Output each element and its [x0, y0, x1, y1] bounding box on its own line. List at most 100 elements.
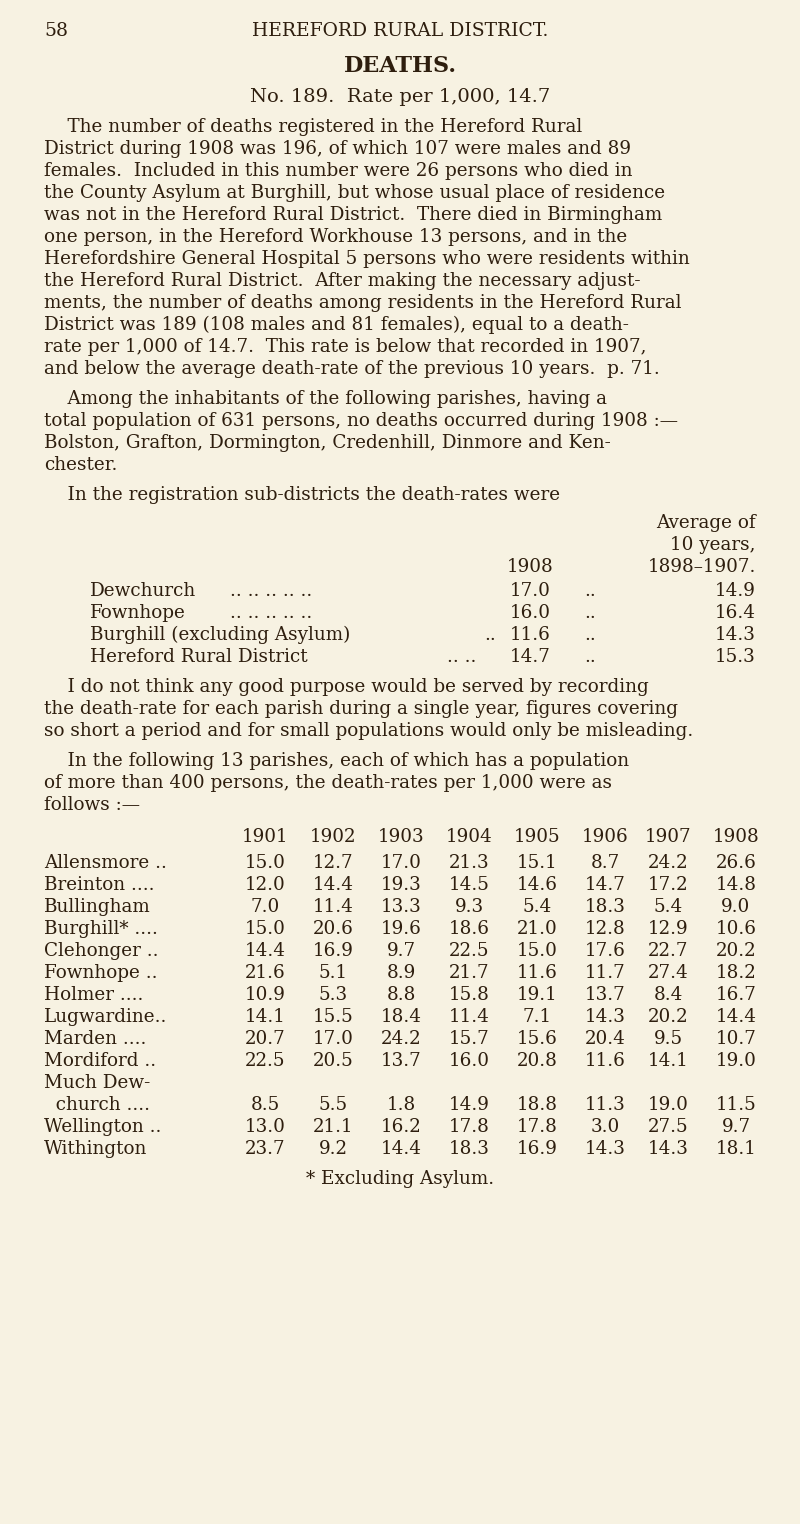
Text: total population of 631 persons, no deaths occurred during 1908 :—: total population of 631 persons, no deat…: [44, 411, 678, 430]
Text: 14.3: 14.3: [715, 626, 756, 645]
Text: Withington: Withington: [44, 1140, 147, 1158]
Text: 1903: 1903: [378, 828, 424, 846]
Text: 24.2: 24.2: [648, 853, 688, 872]
Text: 17.0: 17.0: [313, 1030, 354, 1049]
Text: 5.4: 5.4: [522, 898, 552, 916]
Text: 20.7: 20.7: [245, 1030, 286, 1049]
Text: District during 1908 was 196, of which 107 were males and 89: District during 1908 was 196, of which 1…: [44, 140, 631, 158]
Text: 15.6: 15.6: [517, 1030, 558, 1049]
Text: In the registration sub-districts the death-rates were: In the registration sub-districts the de…: [44, 486, 560, 504]
Text: the County Asylum at Burghill, but whose usual place of residence: the County Asylum at Burghill, but whose…: [44, 184, 665, 203]
Text: Holmer ....: Holmer ....: [44, 986, 143, 1004]
Text: 20.2: 20.2: [716, 942, 756, 960]
Text: 14.7: 14.7: [510, 648, 550, 666]
Text: 19.0: 19.0: [647, 1096, 689, 1114]
Text: ..: ..: [484, 626, 496, 645]
Text: 13.3: 13.3: [381, 898, 422, 916]
Text: 12.9: 12.9: [648, 920, 688, 937]
Text: 16.9: 16.9: [517, 1140, 558, 1158]
Text: The number of deaths registered in the Hereford Rural: The number of deaths registered in the H…: [44, 117, 582, 136]
Text: Herefordshire General Hospital 5 persons who were residents within: Herefordshire General Hospital 5 persons…: [44, 250, 690, 268]
Text: 11.6: 11.6: [517, 965, 558, 981]
Text: the death-rate for each parish during a single year, figures covering: the death-rate for each parish during a …: [44, 700, 678, 718]
Text: 11.4: 11.4: [313, 898, 354, 916]
Text: 21.1: 21.1: [313, 1119, 354, 1135]
Text: 3.0: 3.0: [590, 1119, 620, 1135]
Text: 8.8: 8.8: [386, 986, 416, 1004]
Text: 5.5: 5.5: [318, 1096, 347, 1114]
Text: 14.3: 14.3: [585, 1007, 626, 1026]
Text: Marden ....: Marden ....: [44, 1030, 146, 1049]
Text: Bolston, Grafton, Dormington, Credenhill, Dinmore and Ken-: Bolston, Grafton, Dormington, Credenhill…: [44, 434, 610, 453]
Text: 14.4: 14.4: [715, 1007, 757, 1026]
Text: 15.0: 15.0: [245, 853, 286, 872]
Text: Burghill (excluding Asylum): Burghill (excluding Asylum): [90, 626, 350, 645]
Text: 13.7: 13.7: [381, 1052, 422, 1070]
Text: 21.0: 21.0: [517, 920, 558, 937]
Text: ments, the number of deaths among residents in the Hereford Rural: ments, the number of deaths among reside…: [44, 294, 682, 312]
Text: 14.9: 14.9: [449, 1096, 490, 1114]
Text: 15.0: 15.0: [245, 920, 286, 937]
Text: .. .. .. .. ..: .. .. .. .. ..: [230, 604, 312, 622]
Text: 9.0: 9.0: [722, 898, 750, 916]
Text: Dewchurch: Dewchurch: [90, 582, 196, 600]
Text: 1.8: 1.8: [386, 1096, 416, 1114]
Text: 22.7: 22.7: [648, 942, 688, 960]
Text: 1908: 1908: [713, 828, 759, 846]
Text: Hereford Rural District: Hereford Rural District: [90, 648, 308, 666]
Text: 17.0: 17.0: [381, 853, 422, 872]
Text: 5.1: 5.1: [318, 965, 347, 981]
Text: 11.6: 11.6: [585, 1052, 626, 1070]
Text: 18.3: 18.3: [585, 898, 626, 916]
Text: 12.8: 12.8: [585, 920, 626, 937]
Text: 17.8: 17.8: [449, 1119, 490, 1135]
Text: 13.0: 13.0: [245, 1119, 286, 1135]
Text: 21.7: 21.7: [449, 965, 490, 981]
Text: 11.5: 11.5: [716, 1096, 756, 1114]
Text: 10.9: 10.9: [245, 986, 286, 1004]
Text: 14.6: 14.6: [517, 876, 558, 895]
Text: 14.8: 14.8: [715, 876, 757, 895]
Text: 1901: 1901: [242, 828, 288, 846]
Text: 22.5: 22.5: [449, 942, 490, 960]
Text: 8.7: 8.7: [590, 853, 620, 872]
Text: 1904: 1904: [446, 828, 492, 846]
Text: was not in the Hereford Rural District.  There died in Birmingham: was not in the Hereford Rural District. …: [44, 206, 662, 224]
Text: Bullingham: Bullingham: [44, 898, 150, 916]
Text: Burghill* ....: Burghill* ....: [44, 920, 158, 937]
Text: 14.5: 14.5: [449, 876, 490, 895]
Text: 17.0: 17.0: [510, 582, 550, 600]
Text: HEREFORD RURAL DISTRICT.: HEREFORD RURAL DISTRICT.: [252, 21, 548, 40]
Text: 21.6: 21.6: [245, 965, 286, 981]
Text: 15.8: 15.8: [449, 986, 490, 1004]
Text: 17.8: 17.8: [517, 1119, 558, 1135]
Text: Average of: Average of: [656, 514, 756, 532]
Text: one person, in the Hereford Workhouse 13 persons, and in the: one person, in the Hereford Workhouse 13…: [44, 229, 627, 245]
Text: 9.2: 9.2: [318, 1140, 347, 1158]
Text: 9.3: 9.3: [454, 898, 483, 916]
Text: 15.7: 15.7: [449, 1030, 490, 1049]
Text: 8.4: 8.4: [654, 986, 682, 1004]
Text: ..: ..: [584, 626, 596, 645]
Text: 8.9: 8.9: [386, 965, 416, 981]
Text: 14.4: 14.4: [313, 876, 354, 895]
Text: chester.: chester.: [44, 456, 118, 474]
Text: 11.7: 11.7: [585, 965, 626, 981]
Text: and below the average death-rate of the previous 10 years.  p. 71.: and below the average death-rate of the …: [44, 360, 660, 378]
Text: 19.0: 19.0: [715, 1052, 757, 1070]
Text: ..: ..: [584, 604, 596, 622]
Text: Much Dew-: Much Dew-: [44, 1074, 150, 1093]
Text: rate per 1,000 of 14.7.  This rate is below that recorded in 1907,: rate per 1,000 of 14.7. This rate is bel…: [44, 338, 646, 357]
Text: I do not think any good purpose would be served by recording: I do not think any good purpose would be…: [44, 678, 649, 696]
Text: 11.4: 11.4: [449, 1007, 490, 1026]
Text: 18.3: 18.3: [449, 1140, 490, 1158]
Text: 15.1: 15.1: [517, 853, 558, 872]
Text: 18.1: 18.1: [715, 1140, 757, 1158]
Text: 8.5: 8.5: [250, 1096, 280, 1114]
Text: 1906: 1906: [582, 828, 628, 846]
Text: 14.7: 14.7: [585, 876, 626, 895]
Text: 17.6: 17.6: [585, 942, 626, 960]
Text: 10 years,: 10 years,: [670, 536, 756, 555]
Text: 14.4: 14.4: [381, 1140, 422, 1158]
Text: 14.1: 14.1: [647, 1052, 689, 1070]
